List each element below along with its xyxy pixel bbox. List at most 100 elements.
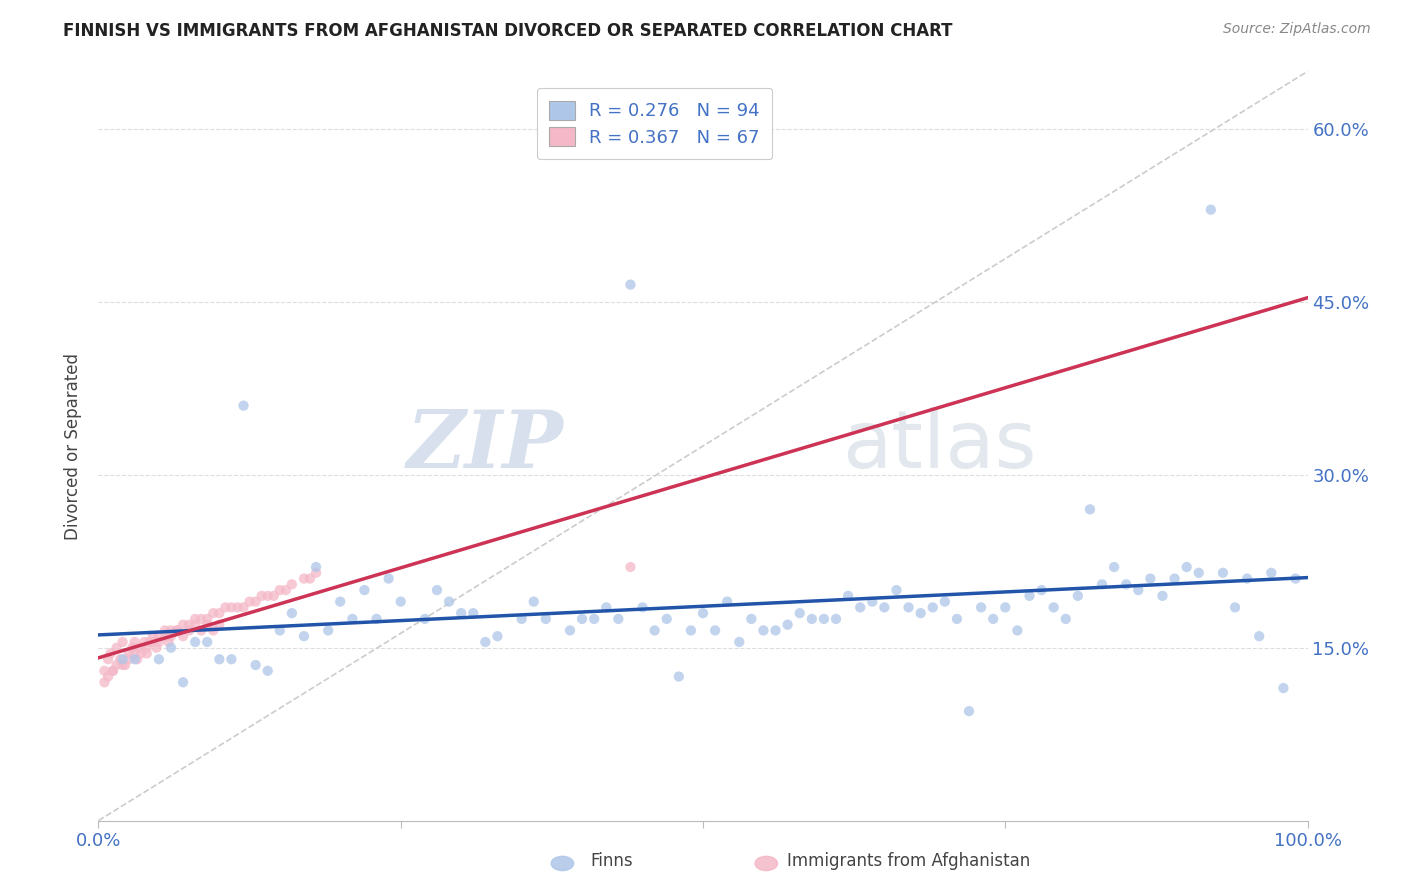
Point [105, 640, 128, 655]
Point [692, 606, 714, 620]
Point [946, 612, 969, 626]
Point [256, 589, 278, 603]
Point [166, 624, 188, 638]
Point [776, 617, 799, 632]
Point [97, 669, 120, 683]
Point [377, 572, 399, 586]
Point [1260, 566, 1282, 580]
Point [111, 658, 134, 673]
Point [153, 624, 176, 638]
Point [195, 617, 218, 632]
Point [179, 624, 201, 638]
Y-axis label: Divorced or Separated: Divorced or Separated [65, 352, 83, 540]
Point [534, 612, 557, 626]
Point [644, 624, 666, 638]
Text: ZIP: ZIP [408, 408, 564, 484]
Point [679, 624, 702, 638]
Point [1067, 589, 1090, 603]
Point [111, 652, 134, 666]
Point [281, 606, 304, 620]
Point [281, 577, 304, 591]
Point [226, 600, 249, 615]
Point [101, 664, 124, 678]
Point [202, 606, 225, 620]
Legend: R = 0.276   N = 94, R = 0.367   N = 67: R = 0.276 N = 94, R = 0.367 N = 67 [537, 88, 772, 160]
Point [1284, 572, 1306, 586]
Point [740, 612, 762, 626]
Point [813, 612, 835, 626]
Point [274, 583, 297, 598]
Point [124, 647, 146, 661]
Point [108, 652, 131, 666]
Point [208, 652, 231, 666]
Point [172, 617, 194, 632]
Point [145, 640, 167, 655]
Point [1128, 583, 1150, 598]
Point [190, 612, 212, 626]
Point [619, 560, 641, 574]
Point [510, 612, 533, 626]
Point [1115, 577, 1137, 591]
Point [1078, 502, 1101, 516]
Point [800, 612, 823, 626]
Point [245, 658, 267, 673]
Point [716, 594, 738, 608]
Point [765, 624, 787, 638]
Point [118, 647, 141, 661]
Point [184, 612, 207, 626]
Point [1223, 600, 1246, 615]
Point [134, 635, 156, 649]
Point [1054, 612, 1077, 626]
Point [172, 629, 194, 643]
Point [1018, 589, 1040, 603]
Point [595, 600, 617, 615]
Point [934, 594, 956, 608]
Point [486, 629, 509, 643]
Point [849, 600, 872, 615]
Point [184, 635, 207, 649]
Point [245, 594, 267, 608]
Point [269, 624, 291, 638]
Point [655, 612, 678, 626]
Point [631, 600, 654, 615]
Text: Source: ZipAtlas.com: Source: ZipAtlas.com [1223, 22, 1371, 37]
Point [450, 606, 472, 620]
Text: Immigrants from Afghanistan: Immigrants from Afghanistan [787, 852, 1031, 870]
Point [172, 675, 194, 690]
Point [1139, 572, 1161, 586]
Point [97, 652, 120, 666]
Point [873, 600, 896, 615]
Point [1188, 566, 1211, 580]
Point [142, 629, 165, 643]
Point [897, 600, 920, 615]
Point [1249, 629, 1271, 643]
Point [342, 612, 364, 626]
Point [728, 635, 751, 649]
Point [523, 594, 546, 608]
Point [202, 624, 225, 638]
Point [124, 652, 146, 666]
Point [413, 612, 436, 626]
Point [305, 560, 328, 574]
Point [463, 606, 485, 620]
Point [1175, 560, 1198, 574]
Text: FINNISH VS IMMIGRANTS FROM AFGHANISTAN DIVORCED OR SEPARATED CORRELATION CHART: FINNISH VS IMMIGRANTS FROM AFGHANISTAN D… [63, 22, 953, 40]
Point [619, 277, 641, 292]
Point [292, 572, 315, 586]
Point [583, 612, 606, 626]
Point [100, 647, 122, 661]
Point [353, 583, 375, 598]
Point [93, 664, 115, 678]
Point [837, 589, 859, 603]
Point [148, 629, 170, 643]
Point [127, 652, 149, 666]
Point [1091, 577, 1114, 591]
Point [558, 624, 581, 638]
Point [437, 594, 460, 608]
Point [157, 635, 180, 649]
Point [1102, 560, 1125, 574]
Point [994, 600, 1017, 615]
Point [970, 600, 993, 615]
Point [142, 635, 165, 649]
Point [860, 594, 883, 608]
